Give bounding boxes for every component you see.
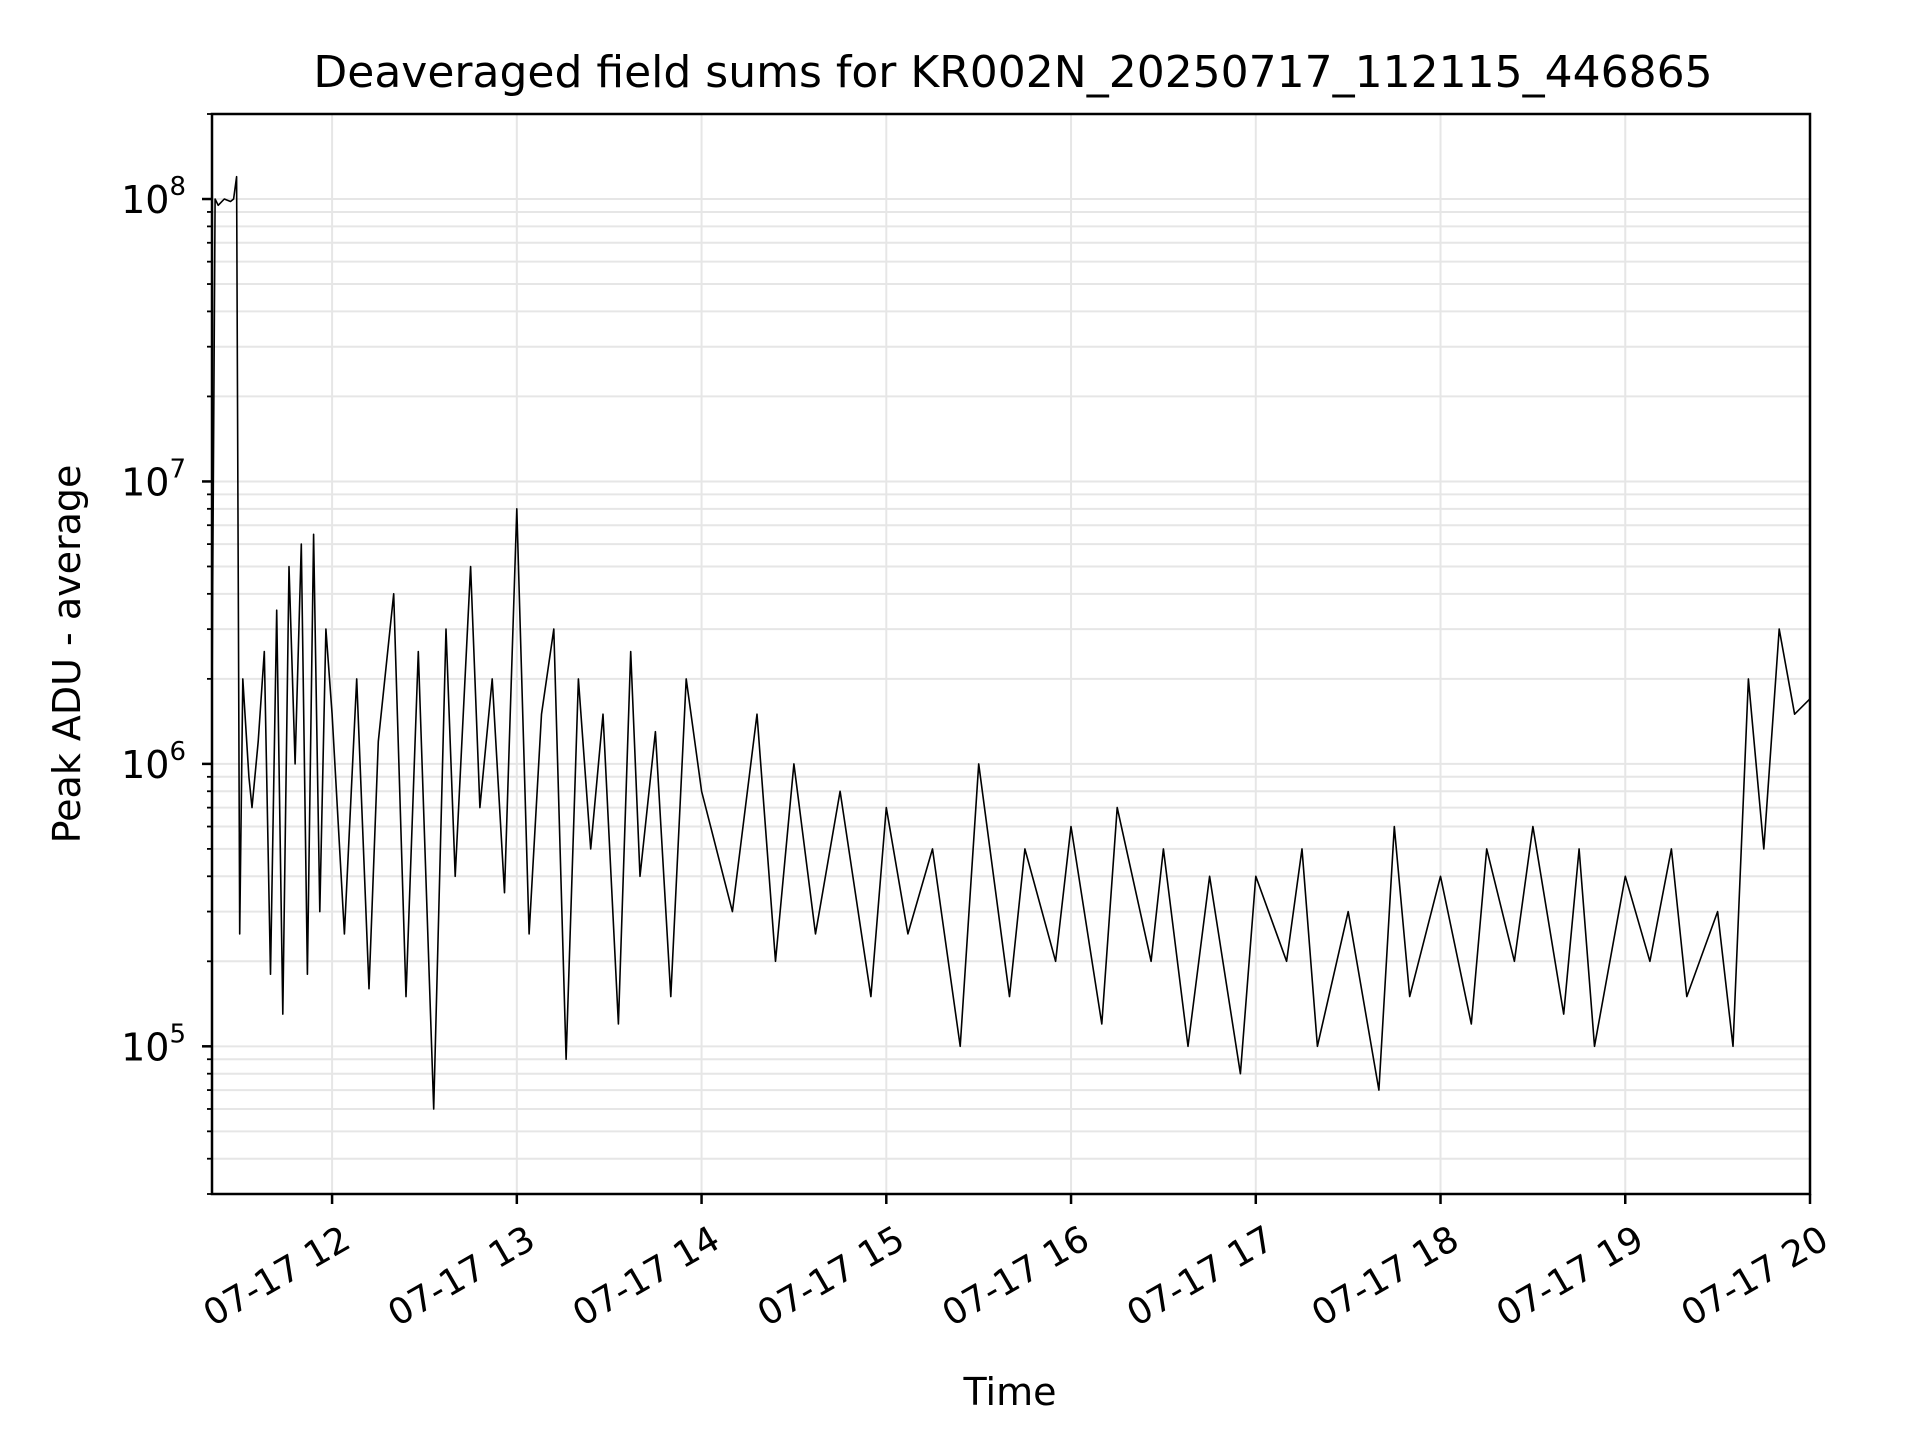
y-tick-label: 105 [121,1019,186,1069]
y-tick-label: 108 [121,172,186,222]
x-axis-label: Time [963,1370,1057,1414]
y-tick-label-base: 10 [121,1025,169,1069]
series-layer [211,175,1811,1110]
plot-frame [210,112,1812,1196]
y-tick-label: 107 [121,454,186,504]
y-tick-label-exponent: 6 [169,737,186,767]
y-axis-label: Peak ADU - average [45,465,89,844]
y-tick-label-exponent: 7 [169,454,186,484]
y-tick-label-exponent: 5 [169,1019,186,1049]
y-tick-label-exponent: 8 [169,172,186,202]
y-tick-label: 106 [121,737,186,787]
y-tick-label-base: 10 [121,743,169,787]
y-tick-label-base: 10 [121,460,169,504]
series-line [211,175,1811,1110]
chart-title: Deaveraged field sums for KR002N_2025071… [313,47,1712,98]
y-tick-label-base: 10 [121,178,169,222]
